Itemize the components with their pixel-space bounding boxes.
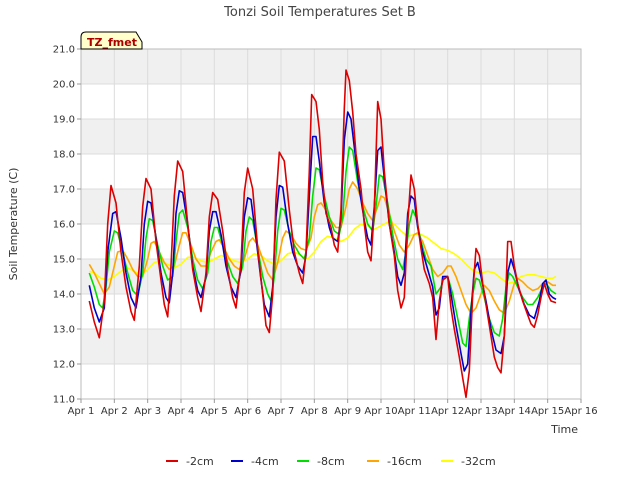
legend-label: -32cm xyxy=(461,455,496,468)
y-tick-label: 14.0 xyxy=(53,290,75,301)
chart-title: Tonzi Soil Temperatures Set B xyxy=(223,5,416,20)
y-tick-label: 19.0 xyxy=(53,115,75,126)
plot-band xyxy=(81,119,581,154)
series-line-4cm xyxy=(88,111,557,372)
y-tick-label: 11.0 xyxy=(53,395,75,406)
legend-label: -8cm xyxy=(317,455,345,468)
y-axis-ticks: 11.0 12.0 13.0 14.0 15.0 16.0 17.0 18.0 19.0 20.0… xyxy=(53,45,81,406)
series-line-16cm xyxy=(88,181,556,315)
y-tick-label: 18.0 xyxy=(53,150,75,161)
x-tick-label: Apr 5 xyxy=(201,406,228,417)
x-tick-label: Apr 13 xyxy=(464,406,497,417)
x-tick-label: Apr 11 xyxy=(398,406,431,417)
legend-label: -2cm xyxy=(186,455,214,468)
legend: -2cm -4cm -8cm -16cm -32cm xyxy=(166,455,496,468)
x-axis-ticks: Apr 1 Apr 2 Apr 3 Apr 4 Apr 5 Apr 6 Apr 7 Apr 8… xyxy=(68,399,598,417)
y-tick-label: 17.0 xyxy=(53,185,75,196)
y-tick-label: 21.0 xyxy=(53,45,75,56)
plot-band xyxy=(81,49,581,84)
x-tick-label: Apr 12 xyxy=(431,406,464,417)
y-tick-label: 15.0 xyxy=(53,255,75,266)
x-tick-label: Apr 15 xyxy=(531,406,564,417)
x-tick-label: Apr 3 xyxy=(134,406,161,417)
legend-item: -16cm xyxy=(367,455,422,468)
x-tick-label: Apr 9 xyxy=(334,406,361,417)
y-tick-label: 16.0 xyxy=(53,220,75,231)
site-badge: TZ_fmet xyxy=(80,31,143,50)
x-tick-label: Apr 8 xyxy=(301,406,328,417)
x-tick-label: Apr 14 xyxy=(498,406,531,417)
x-tick-label: Apr 7 xyxy=(268,406,295,417)
plot-band xyxy=(81,329,581,364)
legend-item: -32cm xyxy=(441,455,496,468)
legend-label: -4cm xyxy=(251,455,279,468)
y-axis-label: Soil Temperature (C) xyxy=(7,168,20,281)
legend-label: -16cm xyxy=(387,455,422,468)
legend-item: -4cm xyxy=(231,455,279,468)
plot-band xyxy=(81,189,581,224)
y-tick-label: 20.0 xyxy=(53,80,75,91)
site-badge-label: TZ_fmet xyxy=(87,36,137,49)
x-tick-label: Apr 10 xyxy=(364,406,397,417)
x-tick-label: Apr 1 xyxy=(68,406,95,417)
series-line-2cm xyxy=(88,69,557,399)
legend-item: -8cm xyxy=(297,455,345,468)
y-tick-label: 13.0 xyxy=(53,325,75,336)
x-axis-label: Time xyxy=(550,423,578,436)
x-tick-label: Apr 4 xyxy=(168,406,195,417)
x-tick-label: Apr 6 xyxy=(234,406,261,417)
x-tick-label: Apr 16 xyxy=(564,406,597,417)
y-tick-label: 12.0 xyxy=(53,360,75,371)
series-layer xyxy=(88,69,557,399)
x-tick-label: Apr 2 xyxy=(101,406,128,417)
legend-item: -2cm xyxy=(166,455,214,468)
